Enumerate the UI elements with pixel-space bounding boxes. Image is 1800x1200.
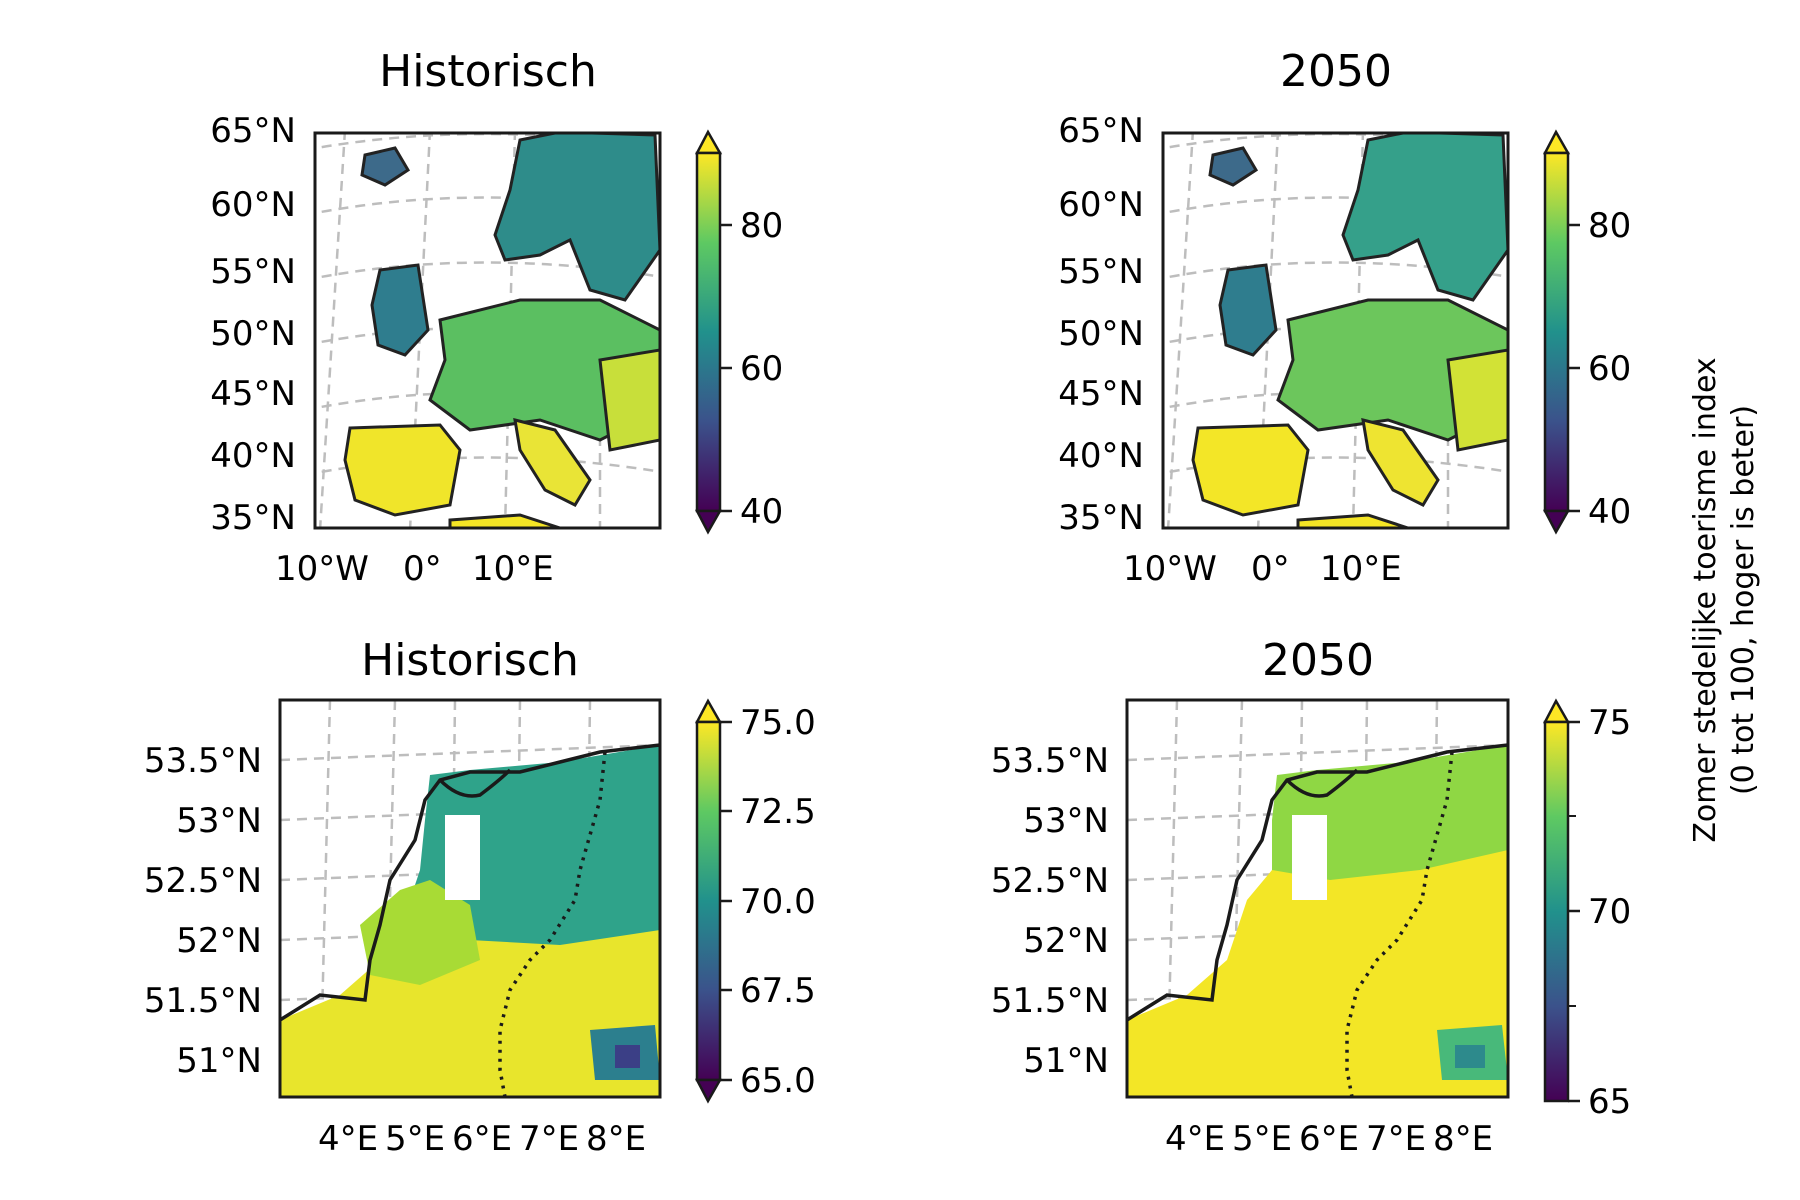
coastline [1127, 743, 1508, 1022]
colorbar-tick: 40 [740, 492, 783, 532]
lat-tick: 51°N [176, 1041, 262, 1081]
colorbar-tick: 72.5 [740, 792, 816, 832]
lat-tick: 52°N [176, 921, 262, 961]
lon-axis: 4°E 5°E 6°E 7°E 8°E [1165, 1119, 1493, 1159]
lon-tick: 6°E [1299, 1119, 1359, 1159]
lat-tick: 40°N [210, 436, 296, 476]
lat-axis: 65°N 60°N 55°N 50°N 45°N 40°N 35°N [210, 111, 296, 538]
border [1345, 751, 1454, 1097]
lat-tick: 53.5°N [144, 741, 262, 781]
lat-tick: 52.5°N [991, 861, 1109, 901]
colorbar-tick: 65 [1588, 1082, 1631, 1122]
lon-tick: 10°E [472, 549, 554, 589]
lon-tick: 10°E [1320, 549, 1402, 589]
lat-tick: 50°N [210, 314, 296, 354]
colorbar-tick: 70 [1588, 892, 1631, 932]
colorbar-label: Zomer stedelijke toerisme index (0 tot 1… [1688, 357, 1761, 842]
lat-tick: 53°N [176, 801, 262, 841]
lon-tick: 4°E [318, 1119, 378, 1159]
colorbar-tick: 80 [740, 206, 783, 246]
lat-tick: 51.5°N [144, 981, 262, 1021]
map-europe [315, 133, 660, 528]
lon-tick: 8°E [586, 1119, 646, 1159]
lat-tick: 55°N [210, 252, 296, 292]
map-netherlands [280, 700, 660, 1097]
lat-axis: 53.5°N 53°N 52.5°N 52°N 51.5°N 51°N [991, 741, 1109, 1081]
lat-tick: 52.5°N [144, 861, 262, 901]
lon-tick: 4°E [1165, 1119, 1225, 1159]
map-netherlands [1127, 700, 1508, 1097]
map-frame [1125, 698, 1510, 1099]
lat-tick: 52°N [1023, 921, 1109, 961]
lat-tick: 53°N [1023, 801, 1109, 841]
border [498, 751, 607, 1097]
colorbar-tick: 60 [1588, 349, 1631, 389]
panel-title: 2050 [1280, 46, 1392, 97]
lon-tick: 0° [403, 549, 442, 589]
map-europe [1163, 133, 1508, 528]
colorbar-label-line2: (0 tot 100, hoger is beter) [1726, 405, 1761, 795]
colorbar-tick: 75.0 [740, 703, 816, 743]
lon-tick: 6°E [452, 1119, 512, 1159]
panel-europe-2050: 2050 65°N 60°N 55°N [1058, 46, 1631, 589]
panel-europe-historisch: Historisch 65°N 60°N 55°N [210, 46, 783, 589]
colorbar: 80 60 40 [1542, 129, 1631, 535]
map-frame [278, 698, 662, 1099]
lat-tick: 65°N [210, 111, 296, 151]
colorbar: 75.0 72.5 70.0 67.5 65.0 [694, 698, 816, 1104]
land-data [1191, 133, 1508, 528]
panel-title: Historisch [361, 635, 579, 686]
lon-tick: 7°E [1366, 1119, 1426, 1159]
panel-nl-historisch: Historisch [144, 635, 816, 1159]
lat-tick: 60°N [210, 185, 296, 225]
lat-tick: 53.5°N [991, 741, 1109, 781]
land-data [1127, 745, 1508, 1097]
lon-tick: 7°E [519, 1119, 579, 1159]
lat-tick: 45°N [210, 374, 296, 414]
lat-tick: 60°N [1058, 185, 1144, 225]
land-data [280, 745, 660, 1097]
colorbar-tick: 75 [1588, 703, 1631, 743]
map-frame [1161, 131, 1510, 530]
colorbar-tick: 60 [740, 349, 783, 389]
lat-tick: 35°N [210, 498, 296, 538]
coastline [280, 743, 660, 1022]
colorbar-tick: 67.5 [740, 971, 816, 1011]
colorbar: 80 60 40 [694, 129, 783, 535]
land-data [343, 133, 660, 528]
colorbar-tick: 65.0 [740, 1061, 816, 1101]
lat-tick: 51.5°N [991, 981, 1109, 1021]
lon-axis: 4°E 5°E 6°E 7°E 8°E [318, 1119, 646, 1159]
lat-tick: 51°N [1023, 1041, 1109, 1081]
lon-tick: 5°E [385, 1119, 445, 1159]
lat-axis: 65°N 60°N 55°N 50°N 45°N 40°N 35°N [1058, 111, 1144, 538]
lon-axis: 10°W 0° 10°E [1123, 549, 1402, 589]
lat-tick: 65°N [1058, 111, 1144, 151]
lat-tick: 50°N [1058, 314, 1144, 354]
map-frame [313, 131, 662, 530]
lat-axis: 53.5°N 53°N 52.5°N 52°N 51.5°N 51°N [144, 741, 262, 1081]
colorbar-tick: 70.0 [740, 882, 816, 922]
lon-tick: 10°W [1123, 549, 1217, 589]
panel-title: 2050 [1262, 635, 1374, 686]
lon-axis: 10°W 0° 10°E [275, 549, 554, 589]
panel-title: Historisch [379, 46, 597, 97]
lat-tick: 55°N [1058, 252, 1144, 292]
colorbar-tick: 80 [1588, 206, 1631, 246]
colorbar: 75 70 65 [1542, 698, 1631, 1122]
lon-tick: 5°E [1232, 1119, 1292, 1159]
lon-tick: 10°W [275, 549, 369, 589]
lat-tick: 45°N [1058, 374, 1144, 414]
lat-tick: 35°N [1058, 498, 1144, 538]
colorbar-label-line1: Zomer stedelijke toerisme index [1688, 357, 1723, 842]
lon-tick: 8°E [1433, 1119, 1493, 1159]
panel-nl-2050: 2050 [991, 635, 1631, 1159]
lon-tick: 0° [1251, 549, 1290, 589]
lat-tick: 40°N [1058, 436, 1144, 476]
colorbar-tick: 40 [1588, 492, 1631, 532]
